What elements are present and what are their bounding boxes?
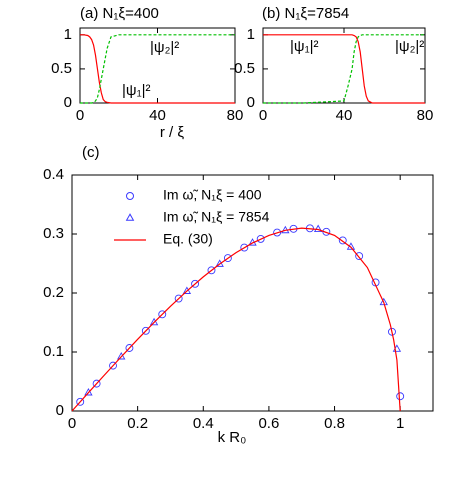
x-tick-label: 40 — [149, 107, 166, 124]
point — [256, 234, 265, 243]
point — [355, 252, 364, 261]
legend-marker — [126, 192, 134, 200]
point — [141, 326, 150, 335]
point — [191, 279, 200, 288]
x-axis-label: k R₀ — [218, 429, 247, 446]
x-tick-label: 80 — [417, 107, 434, 124]
x-tick-label: 0 — [259, 107, 267, 124]
point — [388, 327, 396, 336]
point — [174, 294, 183, 303]
y-tick-label: 0.4 — [43, 166, 64, 183]
point — [149, 317, 159, 326]
y-tick-label: 0 — [64, 94, 72, 111]
point — [92, 379, 101, 388]
point — [76, 397, 85, 406]
y-tick-label: 0.5 — [234, 60, 255, 77]
point — [109, 361, 117, 370]
curve-label: |ψ₁|² — [290, 38, 319, 55]
legend-marker — [125, 213, 135, 221]
x-tick-label: 0.4 — [193, 415, 214, 432]
x-tick-label: 0.2 — [127, 415, 148, 432]
y-tick-label: 1 — [247, 26, 255, 43]
curve-label: |ψ₁|² — [122, 82, 151, 99]
curve — [263, 34, 425, 104]
point — [158, 310, 167, 319]
point — [273, 228, 282, 237]
y-tick-label: 0.1 — [43, 343, 64, 360]
curve — [71, 227, 401, 412]
point — [313, 224, 323, 233]
x-tick-label: 0.8 — [324, 415, 345, 432]
y-tick-label: 0.5 — [51, 60, 72, 77]
curve-label: |ψ₂|² — [150, 39, 179, 56]
legend-label: Im ω̃, N₁ξ = 400 — [163, 187, 262, 203]
x-axis-label: r / ξ — [160, 124, 184, 141]
x-tick-label: 40 — [336, 107, 353, 124]
panel-title: (c) — [82, 144, 100, 161]
y-tick-label: 0 — [56, 402, 64, 419]
legend-label: Eq. (30) — [163, 231, 213, 247]
x-tick-label: 0.6 — [258, 415, 279, 432]
point — [396, 392, 405, 401]
point — [223, 254, 232, 263]
y-tick-label: 1 — [64, 26, 72, 43]
x-tick-label: 0 — [76, 107, 84, 124]
point — [379, 297, 388, 306]
y-tick-label: 0 — [247, 94, 255, 111]
x-tick-label: 80 — [227, 107, 244, 124]
point — [338, 236, 347, 245]
curve — [80, 34, 235, 104]
point — [84, 387, 93, 396]
point — [182, 286, 192, 294]
panel-title: (b) N₁ξ=7854 — [262, 5, 349, 22]
y-tick-label: 0.2 — [43, 284, 64, 301]
curve — [263, 34, 425, 104]
point — [125, 344, 134, 352]
point — [117, 352, 126, 360]
curve-label: |ψ₂|² — [395, 38, 424, 55]
panel-title: (a) N₁ξ=400 — [80, 5, 159, 22]
legend-label: Im ω̃, N₁ξ = 7854 — [163, 209, 270, 225]
x-tick-label: 1 — [396, 415, 404, 432]
point — [207, 266, 216, 275]
point — [240, 243, 249, 252]
x-tick-label: 0 — [68, 415, 76, 432]
y-tick-label: 0.3 — [43, 225, 64, 242]
